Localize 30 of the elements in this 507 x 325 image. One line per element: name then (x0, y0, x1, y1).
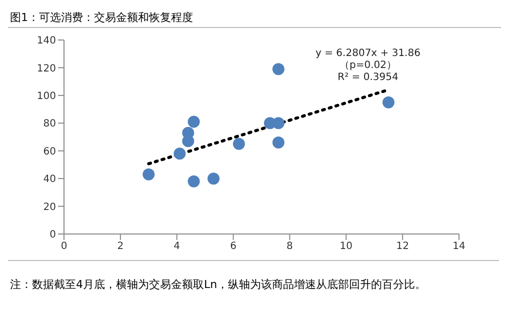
x-tick-label: 12 (396, 241, 409, 252)
x-tick-label: 0 (60, 241, 68, 252)
point (188, 175, 200, 188)
y-tick-label: 0 (50, 230, 56, 241)
x-tick-label: 10 (340, 241, 353, 252)
annotation: y = 6.2807x + 31.86 (314, 48, 422, 60)
y-tick-label: 60 (43, 146, 56, 158)
y-tick-label: 80 (43, 118, 56, 130)
x-tick-label: 14 (452, 241, 466, 252)
x-tick-label: 2 (117, 241, 124, 252)
x-tick-label: 8 (286, 241, 293, 252)
point (208, 172, 220, 185)
x-tick-label: 4 (174, 241, 180, 252)
point (272, 136, 284, 149)
annotation: （p=0.02） (338, 60, 398, 72)
y-tick-label: 100 (36, 90, 56, 102)
y-tick-label: 20 (43, 202, 56, 213)
point (232, 138, 245, 150)
annotation: R² = 0.3954 (336, 72, 400, 84)
point (188, 116, 200, 128)
point (272, 63, 284, 76)
y-tick-label: 120 (36, 63, 56, 74)
x-tick-label: 6 (230, 241, 236, 252)
y-tick-label: 140 (36, 36, 56, 47)
point (142, 168, 155, 180)
point (174, 148, 186, 160)
text: 注：数据截至4月底，横轴为交易金额取Ln，纵轴为该商品增速从底部回升的百分比。 (10, 277, 428, 293)
chart-title: 图1：可选消费：交易金额和恢复程度 (8, 8, 501, 28)
point (382, 96, 394, 108)
y-tick-label: 40 (43, 174, 56, 186)
